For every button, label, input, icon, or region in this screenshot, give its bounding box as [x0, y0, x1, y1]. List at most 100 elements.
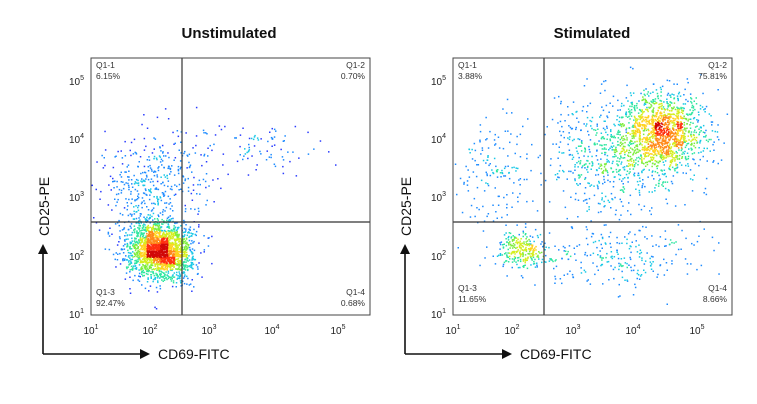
data-point	[627, 144, 630, 146]
data-point	[474, 149, 477, 152]
data-point	[634, 109, 636, 112]
data-point	[155, 227, 157, 230]
data-point	[676, 152, 678, 154]
data-point	[623, 188, 626, 190]
data-point	[481, 147, 484, 149]
data-point	[655, 135, 657, 137]
data-point	[636, 277, 638, 280]
data-point	[707, 140, 709, 143]
data-point	[663, 164, 665, 166]
data-point	[611, 136, 613, 138]
data-point	[651, 165, 653, 168]
data-point	[146, 281, 149, 283]
data-point	[163, 248, 166, 250]
data-point	[139, 230, 141, 232]
data-point	[636, 130, 638, 133]
data-point	[684, 88, 686, 91]
data-point	[185, 249, 187, 251]
data-point	[603, 224, 606, 226]
data-point	[623, 257, 626, 259]
data-point	[669, 143, 671, 145]
data-point	[698, 164, 700, 167]
data-point	[590, 120, 593, 123]
data-point	[631, 132, 633, 135]
data-point	[135, 222, 137, 224]
data-point	[640, 156, 643, 159]
data-point	[549, 258, 551, 260]
data-point	[668, 110, 671, 112]
data-point	[132, 279, 134, 282]
data-point	[693, 244, 695, 246]
data-point	[652, 119, 654, 121]
data-point	[637, 125, 639, 127]
data-point	[169, 173, 171, 175]
data-point	[163, 251, 166, 254]
data-point	[645, 108, 647, 111]
data-point	[630, 94, 632, 97]
data-point	[668, 80, 671, 82]
data-point	[629, 92, 632, 94]
data-point	[633, 137, 635, 139]
data-point	[664, 146, 666, 148]
data-point	[136, 244, 138, 247]
data-point	[153, 223, 155, 225]
data-point	[148, 246, 151, 248]
data-point	[142, 269, 144, 272]
data-point	[631, 103, 633, 105]
data-point	[222, 153, 225, 155]
data-point	[139, 261, 141, 264]
data-point	[143, 253, 146, 255]
data-point	[153, 253, 155, 255]
data-point	[642, 118, 645, 120]
data-point	[173, 194, 176, 196]
data-point	[675, 163, 677, 165]
data-point	[622, 166, 624, 169]
data-point	[138, 241, 141, 244]
data-point	[600, 164, 603, 167]
data-point	[679, 154, 681, 157]
data-point	[156, 197, 158, 199]
data-point	[147, 278, 149, 280]
data-point	[711, 124, 713, 126]
data-point	[679, 161, 681, 164]
data-point	[167, 185, 169, 188]
data-point	[133, 240, 136, 242]
data-point	[172, 281, 175, 284]
data-point	[163, 174, 165, 176]
data-point	[599, 144, 601, 146]
data-point	[610, 256, 612, 258]
data-point	[622, 145, 625, 148]
data-point	[619, 123, 622, 125]
data-point	[700, 130, 702, 132]
data-point	[697, 121, 699, 123]
data-point	[644, 124, 646, 126]
data-point	[144, 240, 146, 242]
data-point	[641, 99, 643, 102]
data-point	[614, 153, 616, 156]
data-point	[119, 252, 121, 255]
data-point	[169, 188, 172, 190]
data-point	[532, 251, 535, 253]
data-point	[664, 173, 666, 175]
data-point	[610, 251, 613, 253]
data-point	[161, 244, 163, 247]
data-point	[670, 159, 673, 161]
data-point	[129, 241, 131, 243]
data-point	[642, 116, 644, 118]
data-point	[485, 139, 487, 141]
data-point	[681, 135, 683, 138]
data-point	[156, 241, 158, 244]
data-point	[581, 110, 584, 112]
data-point	[170, 237, 173, 239]
data-point	[141, 251, 143, 254]
data-point	[626, 139, 628, 141]
data-point	[678, 111, 680, 114]
data-point	[180, 225, 182, 227]
data-point	[674, 137, 676, 139]
data-point	[130, 227, 132, 229]
data-point	[535, 249, 537, 251]
data-point	[195, 135, 198, 137]
data-point	[645, 99, 647, 102]
data-point	[711, 121, 714, 123]
data-point	[160, 238, 163, 240]
